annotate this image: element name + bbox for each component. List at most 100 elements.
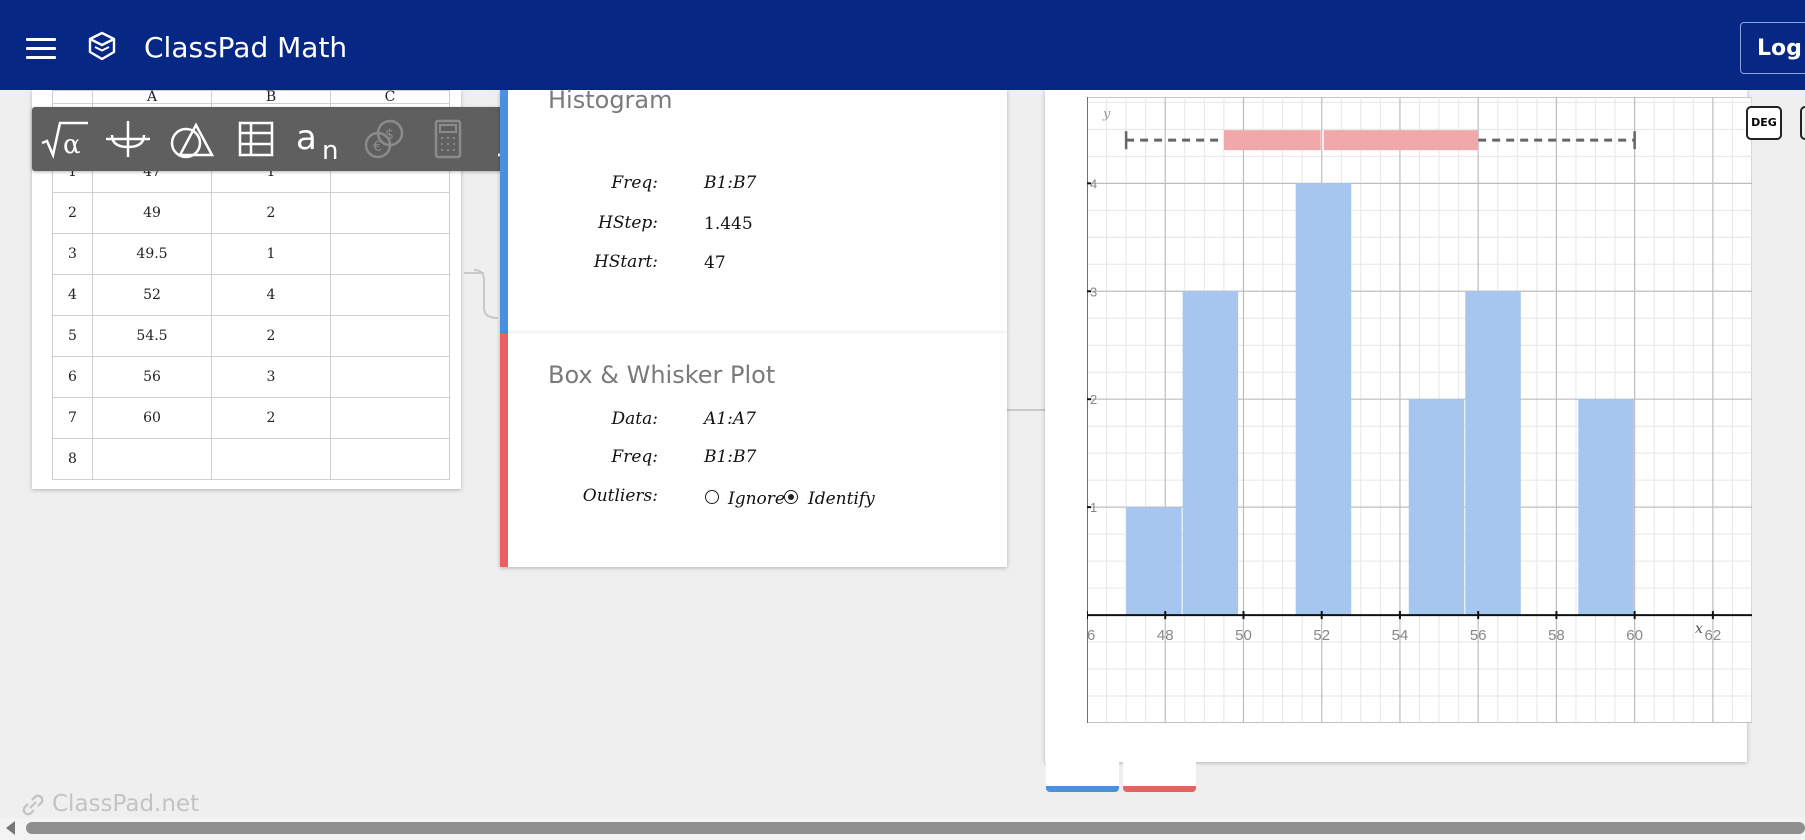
cell[interactable] — [330, 438, 450, 480]
scrollbar-thumb[interactable] — [26, 822, 1805, 834]
watermark-text: ClassPad.net — [52, 791, 200, 817]
row-header[interactable]: 3 — [52, 233, 93, 275]
tab-histogram[interactable] — [1046, 762, 1119, 792]
sqrt-alpha-icon[interactable]: α — [38, 115, 90, 163]
box-whisker-card[interactable]: Box & Whisker Plot Data: A1:A7 Freq: B1:… — [500, 333, 1007, 567]
column-header-row: A B C — [52, 90, 450, 104]
histogram-card[interactable]: Histogram Freq: B1:B7 HStep: 1.445 HStar… — [500, 86, 1007, 333]
calculator-icon — [422, 115, 474, 163]
histogram-bars — [1126, 183, 1634, 616]
freq-value[interactable]: B1:B7 — [704, 447, 757, 467]
cell[interactable]: 1 — [211, 233, 331, 275]
graph-panel[interactable]: 46 48 50 52 54 56 58 60 62 1 2 3 4 x y — [1045, 90, 1752, 762]
cell[interactable]: 60 — [92, 397, 212, 439]
link-icon — [22, 794, 44, 815]
hstart-label: HStart: — [593, 252, 658, 272]
graph-option-button[interactable] — [1800, 106, 1805, 140]
x-tick-label: 50 — [1235, 627, 1252, 644]
svg-text:a: a — [296, 118, 317, 158]
cell[interactable]: 52 — [92, 274, 212, 316]
row-header[interactable]: 5 — [52, 315, 93, 357]
x-tick-label: 46 — [1087, 627, 1095, 644]
y-tick-label: 3 — [1090, 284, 1097, 299]
row-header[interactable]: 4 — [52, 274, 93, 316]
cell[interactable]: 4 — [211, 274, 331, 316]
table-row: 5 54.5 2 — [52, 315, 450, 357]
scroll-left-arrow-icon[interactable] — [6, 821, 15, 835]
hstart-value[interactable]: 47 — [704, 253, 726, 273]
hstep-value[interactable]: 1.445 — [704, 214, 753, 234]
tab-box-whisker[interactable] — [1123, 762, 1196, 792]
cell[interactable] — [330, 192, 450, 234]
cell[interactable] — [330, 397, 450, 439]
data-label: Data: — [611, 409, 658, 429]
cell[interactable]: 2 — [211, 192, 331, 234]
y-tick-label: 4 — [1090, 176, 1097, 191]
freq-value[interactable]: B1:B7 — [704, 173, 757, 193]
top-bar: ClassPad Math Log i — [0, 0, 1805, 90]
cell[interactable]: 54.5 — [92, 315, 212, 357]
x-tick-label: 62 — [1705, 627, 1722, 644]
row-header[interactable]: 8 — [52, 438, 93, 480]
finance-icon: € $ — [358, 115, 410, 163]
cell[interactable]: 2 — [211, 315, 331, 357]
cell[interactable]: 49 — [92, 192, 212, 234]
cell[interactable] — [330, 274, 450, 316]
geometry-icon[interactable] — [166, 115, 218, 163]
cell[interactable]: 56 — [92, 356, 212, 398]
angle-mode-button[interactable]: DEG — [1746, 106, 1782, 140]
cell[interactable]: 49.5 — [92, 233, 212, 275]
x-tick-label: 48 — [1157, 627, 1174, 644]
row-header[interactable]: 2 — [52, 192, 93, 234]
ignore-label[interactable]: Ignore — [728, 489, 785, 509]
row-header[interactable]: 6 — [52, 356, 93, 398]
cell[interactable]: 2 — [211, 397, 331, 439]
x-axis-label: x — [1695, 621, 1703, 637]
histogram-bar — [1182, 291, 1239, 616]
y-tick-label: 2 — [1090, 392, 1097, 407]
cell[interactable] — [211, 438, 331, 480]
table-row: 3 49.5 1 — [52, 233, 450, 275]
column-header-c[interactable]: C — [330, 90, 450, 104]
x-tick-label: 60 — [1626, 627, 1643, 644]
cell[interactable] — [330, 233, 450, 275]
histogram-bar — [1295, 183, 1352, 616]
ignore-radio[interactable] — [705, 490, 719, 504]
column-header-a[interactable]: A — [92, 90, 212, 104]
table-row: 4 52 4 — [52, 274, 450, 316]
y-axis-label: y — [1102, 107, 1111, 122]
hstep-label: HStep: — [598, 213, 658, 233]
identify-label[interactable]: Identify — [808, 489, 875, 509]
cell[interactable] — [330, 315, 450, 357]
box-upper-half — [1323, 130, 1479, 151]
table-row: 8 — [52, 438, 450, 480]
table-row: 2 49 2 — [52, 192, 450, 234]
statistics-graph[interactable]: 46 48 50 52 54 56 58 60 62 1 2 3 4 x y — [1087, 97, 1752, 723]
boxplot — [1124, 130, 1636, 151]
histogram-bar — [1465, 291, 1521, 616]
histogram-bar — [1578, 399, 1634, 616]
row-header[interactable]: 7 — [52, 397, 93, 439]
tick-labels: 46 48 50 52 54 56 58 60 62 1 2 3 4 — [1087, 176, 1721, 644]
cell[interactable] — [330, 356, 450, 398]
table-icon[interactable] — [230, 115, 282, 163]
hamburger-menu-icon[interactable] — [26, 38, 56, 60]
freq-label: Freq: — [611, 447, 658, 467]
data-value[interactable]: A1:A7 — [704, 409, 756, 429]
x-tick-label: 52 — [1313, 627, 1330, 644]
column-header-b[interactable]: B — [211, 90, 331, 104]
classpad-logo-icon — [88, 31, 116, 61]
table-row: 7 60 2 — [52, 397, 450, 439]
psi-graph-icon[interactable] — [102, 115, 154, 163]
identify-radio[interactable] — [784, 490, 798, 504]
x-tick-label: 54 — [1392, 627, 1409, 644]
svg-text:€: € — [373, 139, 382, 155]
axes — [1087, 97, 1752, 723]
login-button[interactable]: Log i — [1740, 22, 1805, 74]
cell[interactable]: 3 — [211, 356, 331, 398]
cell[interactable] — [92, 438, 212, 480]
outliers-label: Outliers: — [582, 486, 658, 506]
minor-grid — [1087, 97, 1752, 723]
table-row: 6 56 3 — [52, 356, 450, 398]
